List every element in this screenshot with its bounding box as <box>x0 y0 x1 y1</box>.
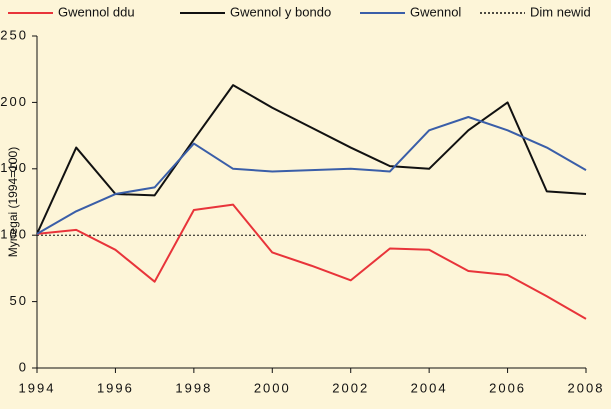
x-tick-label: 2006 <box>489 380 526 395</box>
y-tick-label: 250 <box>0 27 28 42</box>
x-tick-label: 2000 <box>254 380 291 395</box>
x-tick-label: 1998 <box>175 380 212 395</box>
series-line <box>36 116 587 235</box>
y-tick-label: 200 <box>0 94 28 109</box>
y-tick-label: 0 <box>19 359 28 374</box>
x-tick-label: 2004 <box>411 380 448 395</box>
y-tick-label: 50 <box>10 293 28 308</box>
legend-label: Gwennol y bondo <box>230 4 331 19</box>
y-axis-label: Mynegai (1994=100) <box>6 147 20 257</box>
y-tick-label: 100 <box>0 227 28 242</box>
y-tick-label: 150 <box>0 160 28 175</box>
x-tick-label: 2008 <box>568 380 605 395</box>
x-tick-label: 1994 <box>19 380 56 395</box>
series-line <box>36 203 587 320</box>
legend-label: Gwennol <box>410 4 461 19</box>
x-tick-label: 1996 <box>97 380 134 395</box>
legend-label: Gwennol ddu <box>58 4 135 19</box>
legend-label: Dim newid <box>530 4 591 19</box>
x-tick-label: 2002 <box>332 380 369 395</box>
series-line <box>36 84 587 235</box>
